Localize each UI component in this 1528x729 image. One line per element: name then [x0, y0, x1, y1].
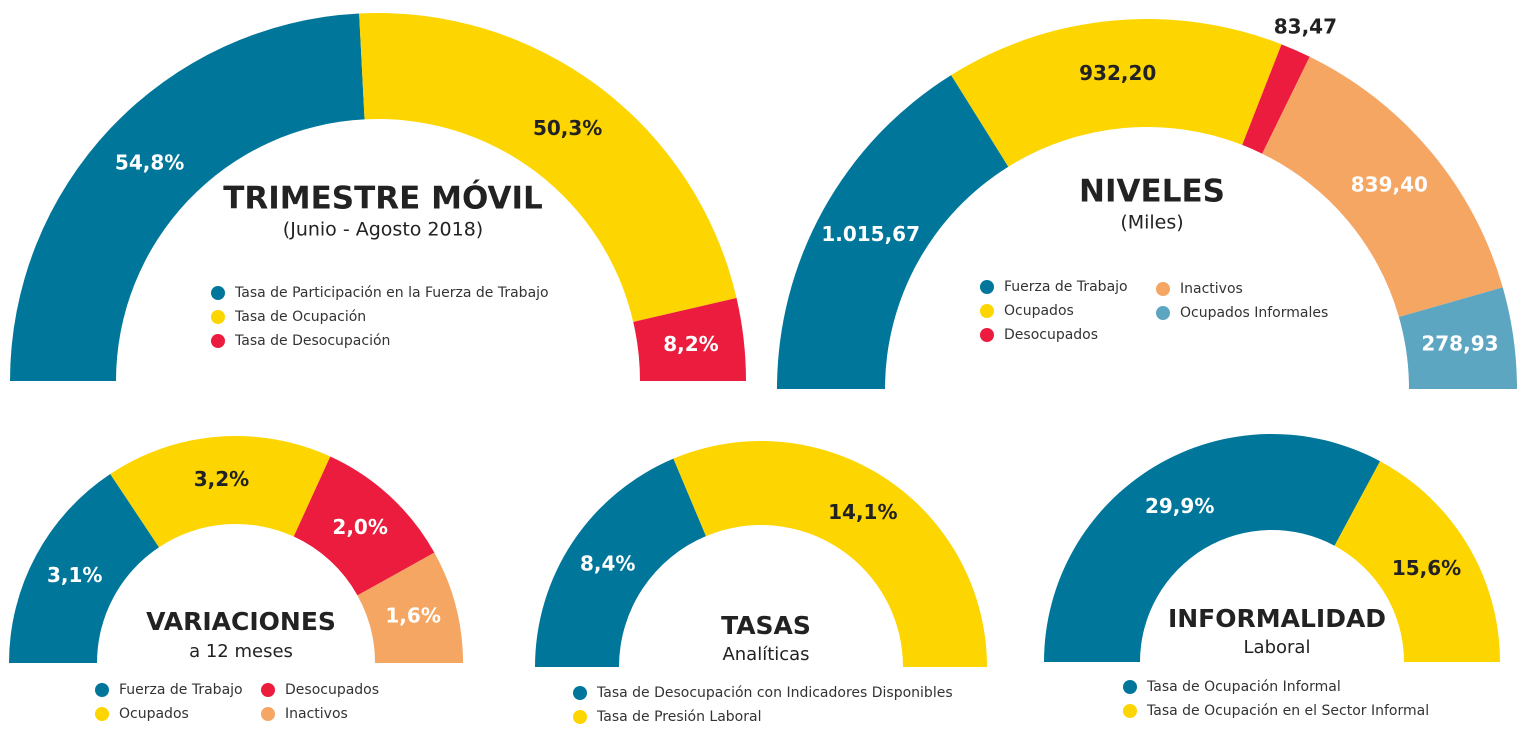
- chart-subtitle: (Junio - Agosto 2018): [283, 219, 483, 241]
- segment: [673, 441, 987, 667]
- segment: [9, 474, 160, 663]
- legend-label: Tasa de Ocupación Informal: [1146, 679, 1341, 695]
- legend-marker: [573, 686, 587, 700]
- legend-label: Fuerza de Trabajo: [119, 682, 243, 698]
- legend-marker: [1156, 282, 1170, 296]
- legend-label: Ocupados Informales: [1180, 305, 1328, 321]
- legend-label: Inactivos: [1180, 281, 1243, 297]
- legend-marker: [95, 683, 109, 697]
- chart-title: VARIACIONES: [146, 607, 336, 636]
- segment: [777, 75, 1009, 390]
- legend-marker: [261, 683, 275, 697]
- legend-label: Tasa de Desocupación: [234, 333, 390, 349]
- legend-label: Fuerza de Trabajo: [1004, 279, 1128, 295]
- legend-label: Tasa de Participación en la Fuerza de Tr…: [234, 285, 549, 301]
- segment: [1334, 461, 1500, 662]
- legend-marker: [1123, 704, 1137, 718]
- legend-label: Tasa de Ocupación en el Sector Informal: [1146, 703, 1429, 719]
- legend-marker: [261, 707, 275, 721]
- chart-subtitle: (Miles): [1120, 212, 1183, 234]
- value-label: 3,2%: [194, 467, 249, 491]
- segment: [110, 436, 331, 548]
- segment: [359, 12, 737, 322]
- value-label: 14,1%: [828, 500, 897, 524]
- chart-title: NIVELES: [1079, 174, 1225, 210]
- legend-marker: [1123, 680, 1137, 694]
- legend-label: Ocupados: [119, 706, 189, 722]
- segment: [1044, 433, 1381, 662]
- legend-marker: [573, 710, 587, 724]
- legend-label: Desocupados: [1004, 327, 1098, 343]
- legend-marker: [980, 328, 994, 342]
- value-label: 3,1%: [47, 563, 102, 587]
- value-label: 2,0%: [332, 515, 387, 539]
- value-label: 83,47: [1274, 15, 1337, 39]
- segment: [357, 552, 463, 663]
- value-label: 278,93: [1421, 332, 1498, 356]
- value-label: 15,6%: [1392, 556, 1461, 580]
- legend-marker: [211, 334, 225, 348]
- chart-subtitle: Analíticas: [722, 644, 809, 665]
- legend-label: Desocupados: [285, 682, 379, 698]
- value-label: 50,3%: [533, 116, 602, 140]
- chart-subtitle: a 12 meses: [189, 641, 293, 662]
- legend-label: Tasa de Desocupación con Indicadores Dis…: [596, 685, 953, 701]
- chart-subtitle: Laboral: [1244, 637, 1311, 658]
- value-label: 932,20: [1079, 61, 1156, 85]
- legend-label: Ocupados: [1004, 303, 1074, 319]
- segment: [10, 13, 365, 381]
- value-label: 839,40: [1351, 173, 1428, 197]
- value-label: 8,2%: [663, 332, 718, 356]
- segment: [633, 298, 746, 381]
- legend-label: Inactivos: [285, 706, 348, 722]
- chart-title: INFORMALIDAD: [1168, 604, 1386, 633]
- legend-marker: [1156, 306, 1170, 320]
- segment: [1242, 44, 1310, 154]
- chart-title: TASAS: [721, 611, 811, 640]
- value-label: 8,4%: [580, 552, 635, 576]
- value-label: 1.015,67: [821, 222, 920, 246]
- legend-label: Tasa de Presión Laboral: [596, 709, 761, 725]
- segment: [1398, 287, 1517, 389]
- value-label: 29,9%: [1145, 494, 1214, 518]
- chart-title: TRIMESTRE MÓVIL: [223, 180, 543, 217]
- legend-label: Tasa de Ocupación: [234, 309, 366, 325]
- legend-marker: [980, 304, 994, 318]
- segment: [293, 456, 435, 596]
- legend-marker: [95, 707, 109, 721]
- segment: [535, 458, 706, 667]
- value-label: 1,6%: [385, 604, 440, 628]
- value-label: 54,8%: [115, 151, 184, 175]
- segment: [951, 18, 1282, 167]
- legend-marker: [211, 310, 225, 324]
- segment: [1262, 56, 1503, 318]
- legend-marker: [211, 286, 225, 300]
- legend-marker: [980, 280, 994, 294]
